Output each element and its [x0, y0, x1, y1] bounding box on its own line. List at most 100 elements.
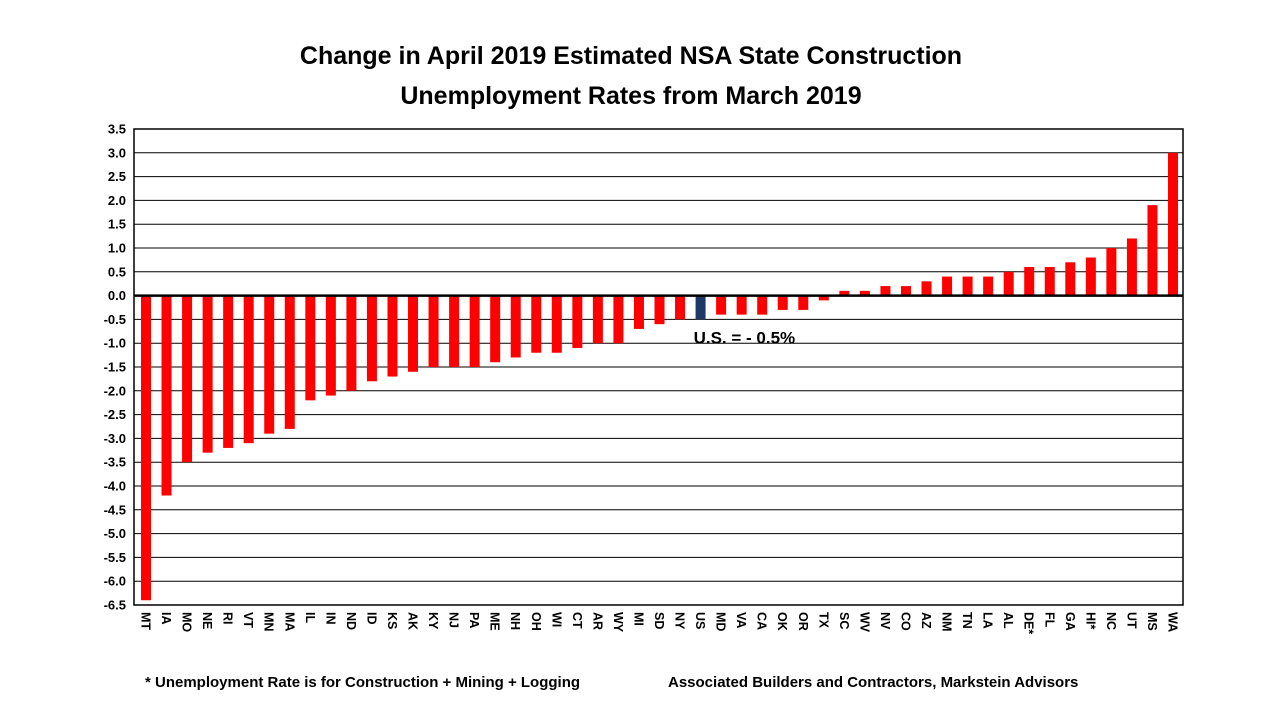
x-tick-label-SC: SC [837, 612, 851, 629]
bar-OK [777, 295, 788, 310]
bar-VT [243, 295, 254, 444]
y-tick-label: 1.5 [108, 217, 126, 232]
x-tick-label-FL: FL [1042, 612, 1056, 628]
x-tick-label-CA: CA [755, 612, 769, 630]
bar-FL [1044, 267, 1055, 296]
bar-OH [531, 295, 542, 353]
bar-HI* [1085, 257, 1096, 296]
x-tick-label-KY: KY [426, 612, 440, 630]
x-tick-label-IA: IA [159, 612, 173, 625]
y-tick-label: 1.0 [108, 241, 126, 256]
y-tick-label: 3.5 [108, 122, 126, 137]
x-tick-label-AR: AR [590, 612, 604, 630]
x-tick-label-TN: TN [960, 612, 974, 629]
bar-IN [325, 295, 336, 396]
y-tick-label: -4.0 [104, 479, 126, 494]
x-tick-label-MI: MI [631, 612, 645, 626]
bar-KY [428, 295, 439, 367]
bar-TN [962, 276, 973, 296]
bar-RI [223, 295, 234, 448]
bar-CO [900, 286, 911, 296]
x-tick-label-PA: PA [467, 612, 481, 628]
x-tick-label-HI*: HI* [1083, 612, 1097, 630]
x-tick-label-CT: CT [570, 612, 584, 629]
bar-SC [839, 290, 850, 296]
bar-MO [182, 295, 193, 463]
x-tick-label-NV: NV [878, 612, 892, 630]
y-tick-label: 2.0 [108, 193, 126, 208]
x-tick-label-TX: TX [816, 612, 830, 629]
x-tick-label-LA: LA [981, 612, 995, 629]
x-tick-label-US: US [693, 612, 707, 629]
bar-PA [469, 295, 480, 367]
bar-NE [202, 295, 213, 453]
y-tick-label: -3.5 [104, 455, 126, 470]
bar-ME [490, 295, 501, 363]
x-tick-label-WA: WA [1166, 612, 1180, 632]
bar-TX [818, 295, 829, 301]
footnote: * Unemployment Rate is for Construction … [145, 674, 581, 691]
y-tick-label: -1.5 [104, 360, 126, 375]
y-tick-label: 2.5 [108, 169, 126, 184]
bar-NC [1106, 248, 1117, 296]
x-tick-label-MT: MT [139, 612, 153, 630]
plot-border [133, 128, 1184, 606]
bar-VA [736, 295, 747, 315]
bar-AZ [921, 281, 932, 296]
y-tick-label: -2.0 [104, 383, 126, 398]
bar-LA [983, 276, 994, 296]
bar-KS [387, 295, 398, 377]
bar-ID [366, 295, 377, 382]
x-tick-label-MA: MA [282, 612, 296, 631]
bar-AK [408, 295, 419, 372]
x-tick-label-OR: OR [796, 612, 810, 631]
y-tick-label: 3.0 [108, 145, 126, 160]
x-tick-label-ME: ME [488, 612, 502, 631]
bar-US [695, 295, 706, 320]
x-tick-label-UT: UT [1124, 612, 1138, 629]
x-tick-label-IN: IN [323, 612, 337, 625]
x-tick-label-NM: NM [940, 612, 954, 631]
chart-title-line2: Unemployment Rates from March 2019 [400, 82, 862, 110]
x-tick-label-AZ: AZ [919, 612, 933, 629]
bar-NY [675, 295, 686, 320]
y-tick-label: -0.5 [104, 312, 126, 327]
bar-AR [592, 295, 603, 344]
y-tick-label: 0.5 [108, 264, 126, 279]
bar-NV [880, 286, 891, 296]
y-tick-label: -4.5 [104, 502, 126, 517]
y-tick-label: -5.5 [104, 550, 126, 565]
bar-GA [1065, 262, 1076, 296]
bar-IL [305, 295, 316, 401]
bar-MS [1147, 205, 1158, 296]
y-tick-label: -6.0 [104, 574, 126, 589]
x-tick-label-OK: OK [775, 612, 789, 631]
y-tick-label: -5.0 [104, 526, 126, 541]
x-tick-label-NE: NE [200, 612, 214, 629]
bar-MT [141, 295, 151, 601]
bar-DE* [1024, 267, 1035, 296]
x-tick-label-DE*: DE* [1022, 612, 1036, 634]
y-tick-label: -3.0 [104, 431, 126, 446]
x-tick-label-MN: MN [262, 612, 276, 631]
x-tick-label-NH: NH [508, 612, 522, 630]
bar-WV [859, 290, 870, 296]
bar-WY [613, 295, 624, 344]
x-tick-label-SD: SD [652, 612, 666, 629]
y-tick-label: -6.5 [104, 598, 126, 613]
bar-SD [654, 295, 665, 325]
bar-CA [757, 295, 768, 315]
bar-OR [798, 295, 809, 310]
x-tick-label-RI: RI [221, 612, 235, 625]
x-tick-label-CO: CO [898, 612, 912, 631]
x-tick-label-WV: WV [857, 612, 871, 633]
x-tick-label-NJ: NJ [447, 612, 461, 628]
x-tick-label-MS: MS [1145, 612, 1159, 631]
chart-title: Change in April 2019 Estimated NSA State… [0, 36, 1262, 116]
x-tick-label-KS: KS [385, 612, 399, 629]
bar-MN [264, 295, 275, 434]
bar-WA [1168, 152, 1178, 296]
bar-MI [633, 295, 644, 329]
bar-NM [942, 276, 953, 296]
x-tick-label-ND: ND [344, 612, 358, 630]
